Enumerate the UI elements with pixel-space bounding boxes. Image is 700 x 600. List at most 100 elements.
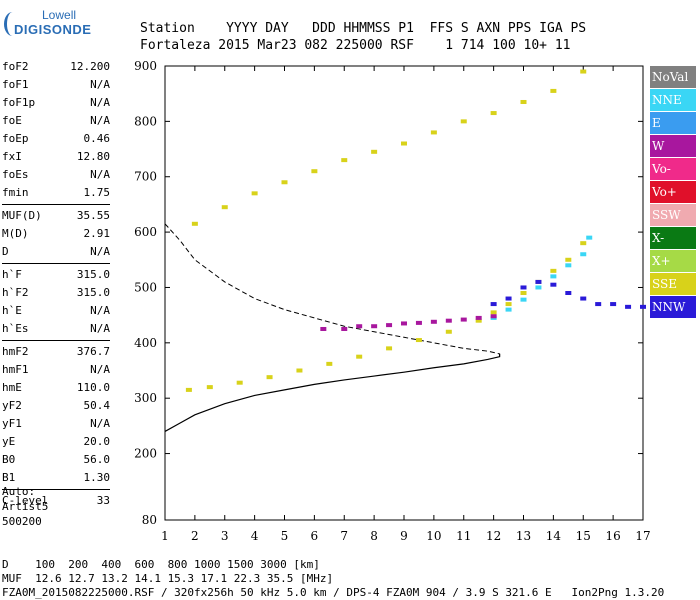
echo-point bbox=[191, 221, 198, 226]
param-name: yE bbox=[2, 435, 16, 448]
param-row: D N/A bbox=[2, 243, 110, 261]
echo-point bbox=[371, 149, 378, 154]
param-name: h`F bbox=[2, 268, 22, 281]
param-value: 1.30 bbox=[83, 471, 111, 484]
y-tick-label: 600 bbox=[134, 225, 157, 239]
param-name: hmF2 bbox=[2, 345, 29, 358]
echo-point bbox=[610, 302, 617, 307]
x-tick-label: 17 bbox=[635, 529, 650, 543]
echo-point bbox=[401, 321, 407, 326]
x-tick-label: 3 bbox=[221, 529, 229, 543]
param-name: h`Es bbox=[2, 322, 29, 335]
param-value: 56.0 bbox=[83, 453, 111, 466]
x-tick-label: 2 bbox=[191, 529, 199, 543]
lowell-digisonde-logo: Lowell DIGISONDE bbox=[4, 8, 91, 44]
x-tick-label: 10 bbox=[426, 529, 441, 543]
echo-point bbox=[586, 235, 593, 240]
param-value: 35.55 bbox=[76, 209, 110, 222]
param-row: h`F2 315.0 bbox=[2, 284, 110, 302]
echo-point bbox=[206, 385, 213, 390]
echo-point bbox=[386, 346, 393, 351]
echo-point bbox=[356, 354, 363, 359]
param-name: foF1p bbox=[2, 96, 36, 109]
y-tick-label: 900 bbox=[134, 59, 157, 73]
param-value: N/A bbox=[90, 245, 110, 258]
param-value: 12.200 bbox=[70, 60, 110, 73]
ionospheric-parameters: foF2 12.200 foF1 N/A foF1p N/A foE N/A foEp 0.46 f… bbox=[2, 58, 110, 510]
distance-row: D 100 200 400 600 800 1000 1500 3000 [km… bbox=[2, 558, 320, 571]
echo-point bbox=[415, 338, 422, 343]
echo-point bbox=[266, 375, 273, 380]
echo-point bbox=[251, 191, 258, 196]
echo-point bbox=[281, 180, 288, 185]
echo-point bbox=[505, 302, 512, 307]
echo-point bbox=[490, 302, 497, 307]
echo-point bbox=[430, 130, 437, 135]
legend-item: Vo- bbox=[650, 158, 696, 180]
param-row: fmin 1.75 bbox=[2, 184, 110, 202]
param-value: N/A bbox=[90, 363, 110, 376]
echo-point bbox=[320, 326, 327, 331]
echo-point bbox=[565, 291, 572, 295]
param-name: B0 bbox=[2, 453, 16, 466]
echo-point bbox=[550, 88, 557, 93]
param-name: C-level bbox=[2, 494, 49, 507]
legend-item: X- bbox=[650, 227, 696, 249]
x-tick-label: 13 bbox=[516, 529, 531, 543]
param-name: hmE bbox=[2, 381, 22, 394]
param-name: MUF(D) bbox=[2, 209, 42, 222]
legend-item: W bbox=[650, 135, 696, 157]
param-value: N/A bbox=[90, 417, 110, 430]
param-value: N/A bbox=[90, 304, 110, 317]
logo-line2: DIGISONDE bbox=[14, 22, 92, 37]
echo-point bbox=[550, 274, 557, 279]
logo-arc-icon bbox=[4, 12, 21, 36]
echo-point bbox=[580, 69, 587, 74]
echo-point bbox=[326, 361, 333, 366]
header-values: Fortaleza 2015 Mar23 082 225000 RSF 1 71… bbox=[140, 38, 571, 53]
param-value: 315.0 bbox=[76, 268, 110, 281]
param-row: MUF(D) 35.55 bbox=[2, 207, 110, 225]
param-value: 315.0 bbox=[76, 286, 110, 299]
echo-point bbox=[460, 317, 467, 322]
param-name: B1 bbox=[2, 471, 16, 484]
echo-point bbox=[386, 323, 393, 328]
echo-point bbox=[475, 315, 482, 320]
param-row: B1 1.30 bbox=[2, 469, 110, 487]
param-value: N/A bbox=[90, 78, 110, 91]
echo-point bbox=[550, 282, 557, 287]
param-name: yF1 bbox=[2, 417, 22, 430]
param-name: fxI bbox=[2, 150, 22, 163]
param-value: N/A bbox=[90, 114, 110, 127]
param-name: h`F2 bbox=[2, 286, 29, 299]
station-header: Station YYYY DAY DDD HHMMSS P1 FFS S AXN… bbox=[140, 20, 586, 54]
param-value: 20.0 bbox=[83, 435, 111, 448]
param-row: foE N/A bbox=[2, 112, 110, 130]
echo-point bbox=[595, 302, 602, 307]
param-row: yF1 N/A bbox=[2, 415, 110, 433]
direction-legend: NoVal NNE E W Vo- Vo+ SSW X- X+ SSE NNW bbox=[650, 66, 696, 319]
param-value: 12.80 bbox=[76, 150, 110, 163]
param-row: h`E N/A bbox=[2, 302, 110, 320]
echo-point bbox=[430, 319, 437, 324]
param-name: yF2 bbox=[2, 399, 22, 412]
param-name: foE bbox=[2, 114, 22, 127]
echo-point bbox=[505, 296, 512, 301]
legend-item: Vo+ bbox=[650, 181, 696, 203]
param-row: B0 56.0 bbox=[2, 451, 110, 469]
echo-point bbox=[185, 387, 192, 392]
param-row: h`F 315.0 bbox=[2, 266, 110, 284]
auto-artist: Artist5 bbox=[2, 500, 49, 513]
echo-point bbox=[356, 324, 363, 329]
autoscaling-info: Auto: Artist5 500200 bbox=[2, 484, 48, 529]
param-row: foF2 12.200 bbox=[2, 58, 110, 76]
echo-point bbox=[415, 320, 422, 325]
param-name: M(D) bbox=[2, 227, 29, 240]
auto-code: 500200 bbox=[2, 515, 42, 528]
param-value: N/A bbox=[90, 322, 110, 335]
param-row: yF2 50.4 bbox=[2, 397, 110, 415]
echo-point bbox=[580, 296, 587, 301]
echo-point bbox=[520, 285, 527, 290]
file-info: FZA0M_2015082225000.RSF / 320fx256h 50 k… bbox=[2, 586, 665, 599]
real-height-profile bbox=[164, 353, 501, 432]
